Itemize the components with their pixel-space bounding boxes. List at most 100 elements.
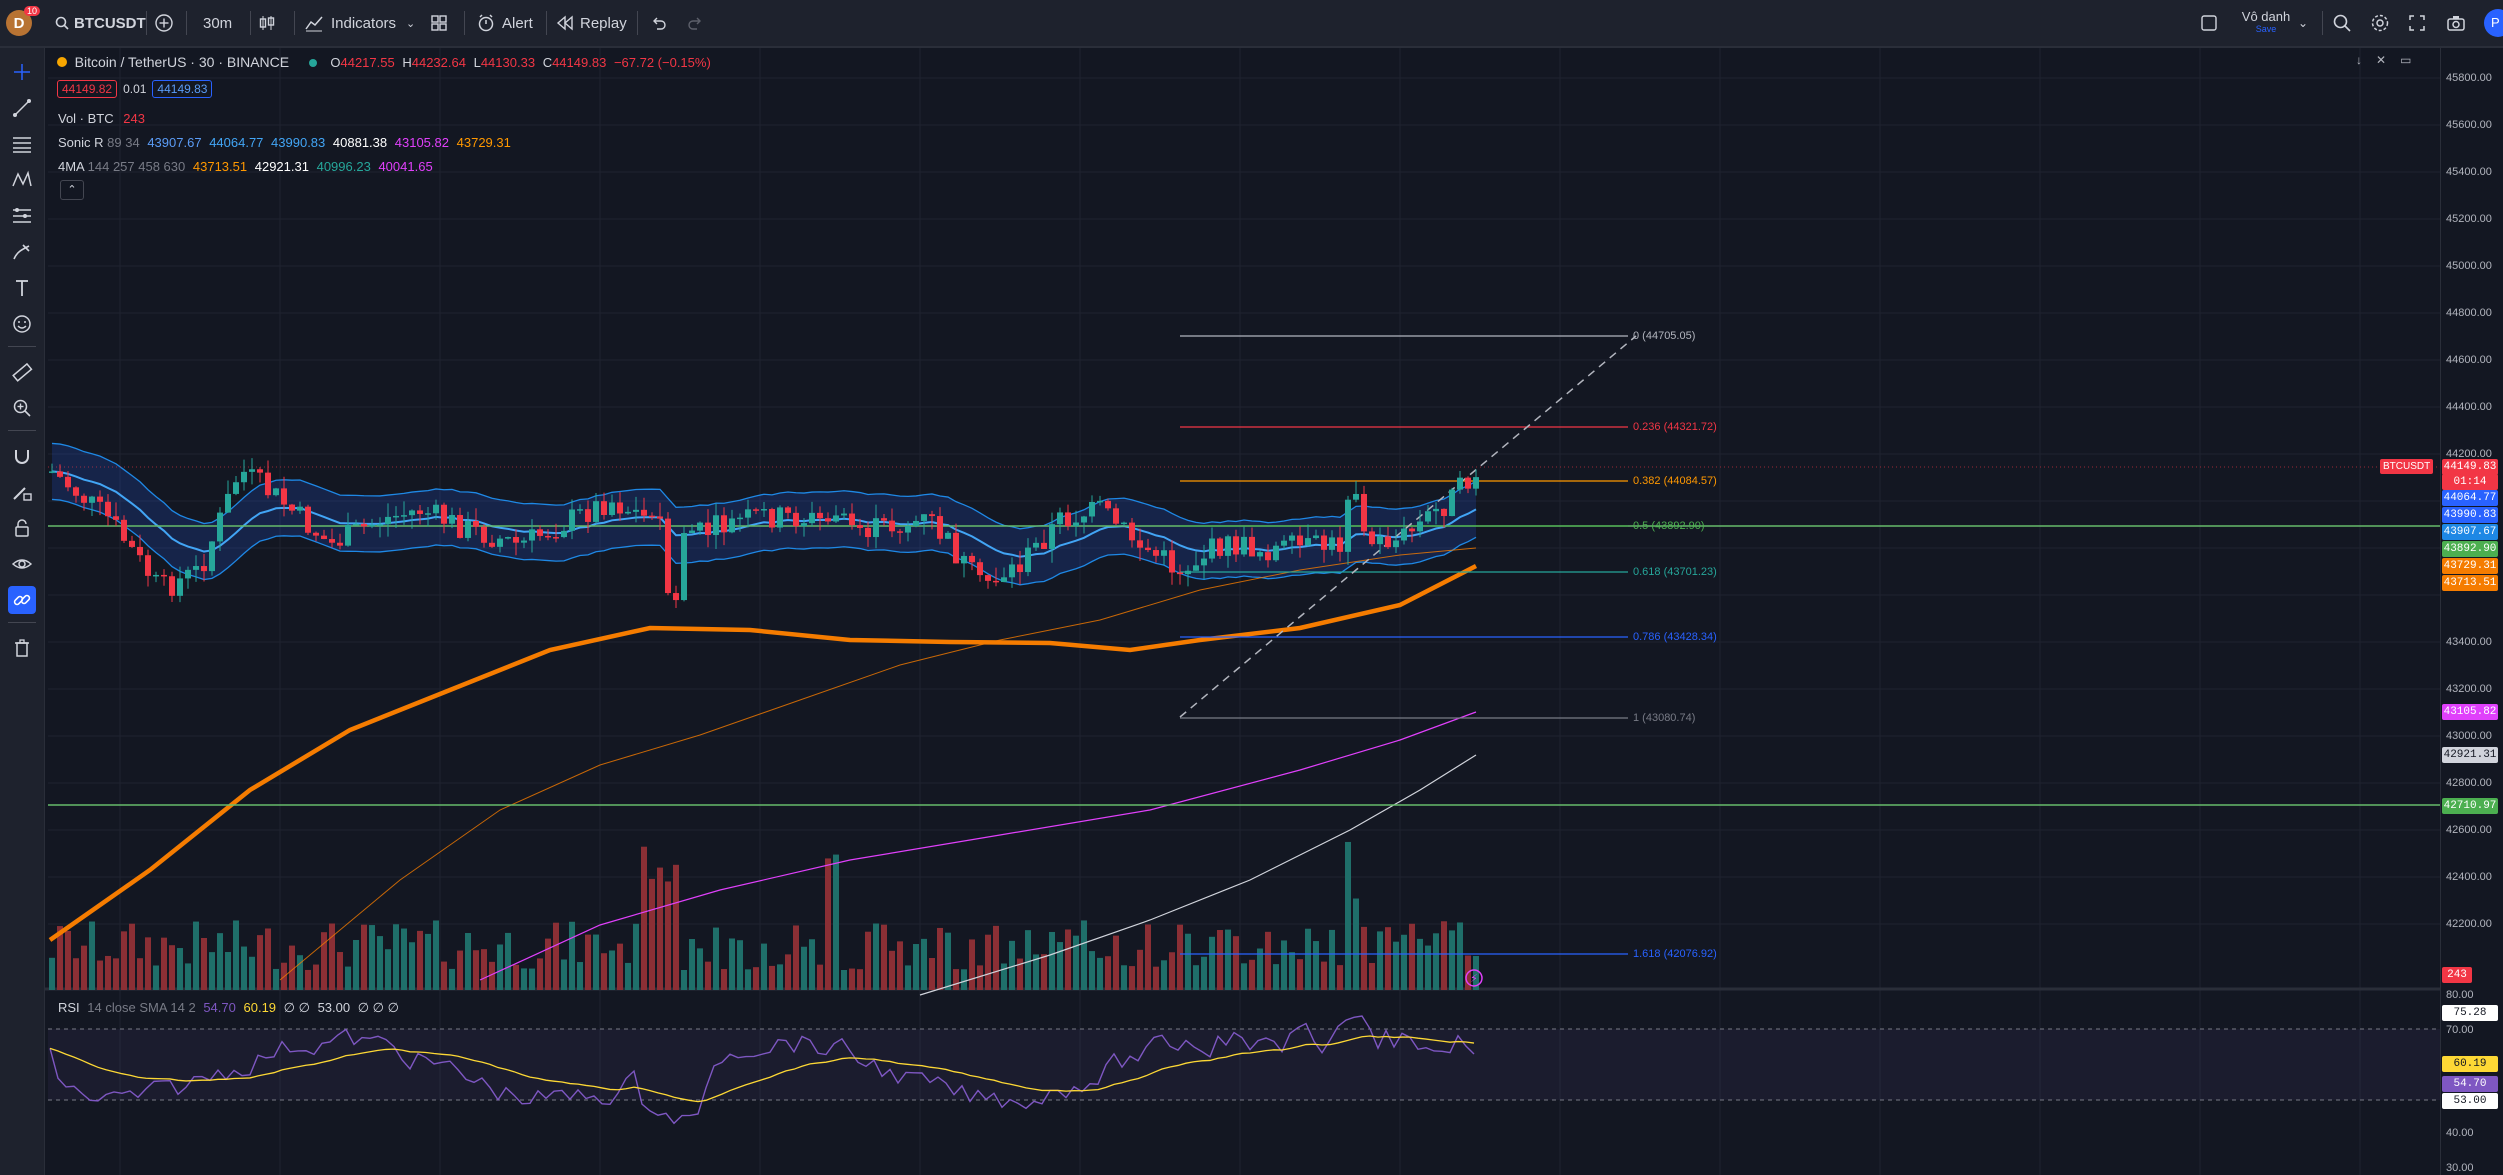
candle-body: [345, 525, 351, 546]
symbol-title[interactable]: Bitcoin / TetherUS · 30 · BINANCE: [74, 54, 290, 70]
volume-bar: [1025, 930, 1031, 990]
volume-bar: [185, 963, 191, 990]
remove-drawings-tool[interactable]: [8, 634, 36, 662]
ruler-tool[interactable]: [8, 358, 36, 386]
indicators-button[interactable]: Indicators: [304, 0, 396, 46]
volume-bar: [345, 966, 351, 990]
sonic-legend[interactable]: Sonic R 89 34 43907.67 44064.77 43990.83…: [58, 135, 511, 150]
interval-button[interactable]: 30m: [203, 14, 233, 32]
alert-button[interactable]: Alert: [477, 0, 533, 46]
replay-button[interactable]: Replay: [556, 0, 627, 46]
chart-type-button[interactable]: [258, 0, 276, 46]
symbol-price-tag: BTCUSDT: [2380, 459, 2434, 474]
candle-body: [761, 509, 767, 511]
layout-name-button[interactable]: Vô danh Save: [2236, 9, 2296, 34]
volume-bar: [1457, 922, 1463, 990]
move-down-icon[interactable]: ↓: [2356, 53, 2362, 67]
candle-body: [1169, 550, 1175, 573]
price-chart[interactable]: ⚡: [44, 48, 2440, 1175]
market-status-icon: [308, 59, 317, 67]
candle-body: [705, 522, 711, 536]
undo-button[interactable]: [650, 0, 666, 46]
layout-button[interactable]: [2200, 0, 2218, 46]
volume-bar: [1361, 926, 1367, 990]
volume-bar: [1089, 951, 1095, 990]
candle-body: [305, 506, 311, 533]
zoom-tool[interactable]: [8, 394, 36, 422]
emoji-tool[interactable]: [8, 310, 36, 338]
volume-bar: [865, 931, 871, 990]
volume-bar: [625, 962, 631, 990]
fib-retracement[interactable]: [1180, 335, 1628, 955]
collapse-legend-button[interactable]: ⌃: [60, 180, 84, 200]
candle-body: [969, 555, 975, 563]
volume-bar: [193, 921, 199, 990]
sync-drawings-tool[interactable]: [8, 586, 36, 614]
fullscreen-button[interactable]: [2408, 0, 2426, 46]
ma-legend[interactable]: 4MA 144 257 458 630 43713.51 42921.31 40…: [58, 159, 433, 174]
volume-bar: [561, 959, 567, 990]
magnet-tool[interactable]: [8, 442, 36, 470]
forecast-tool[interactable]: [8, 202, 36, 230]
redo-button[interactable]: [688, 0, 704, 46]
volume-bar: [73, 958, 79, 990]
candle-body: [241, 471, 247, 483]
crosshair-tool[interactable]: [8, 58, 36, 86]
price-axis[interactable]: [2440, 48, 2503, 1175]
trendline-icon: [13, 99, 31, 117]
symbol-search-button[interactable]: BTCUSDT: [55, 0, 146, 46]
screenshot-button[interactable]: [2446, 0, 2466, 46]
layout-menu-chevron-icon[interactable]: ⌄: [2298, 16, 2309, 30]
lightning-marker[interactable]: [1465, 969, 1483, 987]
candle-body: [857, 525, 863, 528]
buy-button[interactable]: 44149.83: [152, 80, 213, 98]
templates-icon: [431, 15, 447, 31]
lock-drawings-tool[interactable]: [8, 514, 36, 542]
volume-legend[interactable]: Vol · BTC 243: [58, 111, 145, 126]
ma-thin-line: [279, 547, 1477, 981]
stay-drawing-tool[interactable]: [8, 478, 36, 506]
volume-bar: [329, 923, 335, 990]
trendline-tool[interactable]: [8, 94, 36, 122]
maximize-icon[interactable]: ▭: [2400, 53, 2412, 67]
collapse-icon[interactable]: ✕: [2376, 53, 2387, 67]
volume-bar: [1345, 841, 1351, 990]
publish-button[interactable]: P: [2484, 9, 2503, 37]
chevron-down-icon[interactable]: ⌄: [406, 17, 416, 30]
volume-bar: [697, 948, 703, 990]
candle-body: [825, 518, 831, 522]
compare-button[interactable]: [154, 0, 174, 46]
settings-button[interactable]: [2370, 0, 2390, 46]
rsi-line: [49, 1015, 1475, 1125]
sell-button[interactable]: 44149.82: [57, 80, 118, 98]
hide-drawings-tool[interactable]: [8, 550, 36, 578]
templates-button[interactable]: [430, 0, 448, 46]
volume-bar: [1289, 952, 1295, 990]
candle-body: [1353, 493, 1359, 500]
candle-body: [1449, 489, 1455, 517]
rsi-legend[interactable]: RSI 14 close SMA 14 2 54.70 60.19 ∅ ∅ 53…: [58, 1000, 399, 1016]
volume-bar: [1449, 930, 1455, 990]
brush-tool[interactable]: [8, 238, 36, 266]
volume-bar: [889, 950, 895, 990]
text-tool[interactable]: [8, 274, 36, 302]
volume-bar: [1145, 924, 1151, 990]
volume-bar: [545, 938, 551, 990]
volume-bar: [993, 925, 999, 990]
candle-body: [1129, 522, 1135, 541]
rsi-tag-4: 53.00: [2442, 1093, 2498, 1109]
candle-body: [1369, 531, 1375, 545]
price-label-45800: 45800.00: [2446, 72, 2492, 84]
pattern-tool[interactable]: [8, 166, 36, 194]
fib-tool[interactable]: [8, 130, 36, 158]
quick-search-button[interactable]: [2332, 0, 2352, 46]
high-value: 44232.64: [411, 55, 466, 70]
sonic-tag-2: 43990.83: [2442, 507, 2498, 523]
avatar[interactable]: D 10: [6, 0, 41, 46]
fib-trend-line[interactable]: [1179, 335, 1637, 718]
candle-body: [1361, 493, 1367, 532]
volume-bar: [97, 960, 103, 990]
open-label: O: [330, 55, 341, 70]
volume-bar: [489, 961, 495, 990]
candle-body: [1097, 500, 1103, 503]
